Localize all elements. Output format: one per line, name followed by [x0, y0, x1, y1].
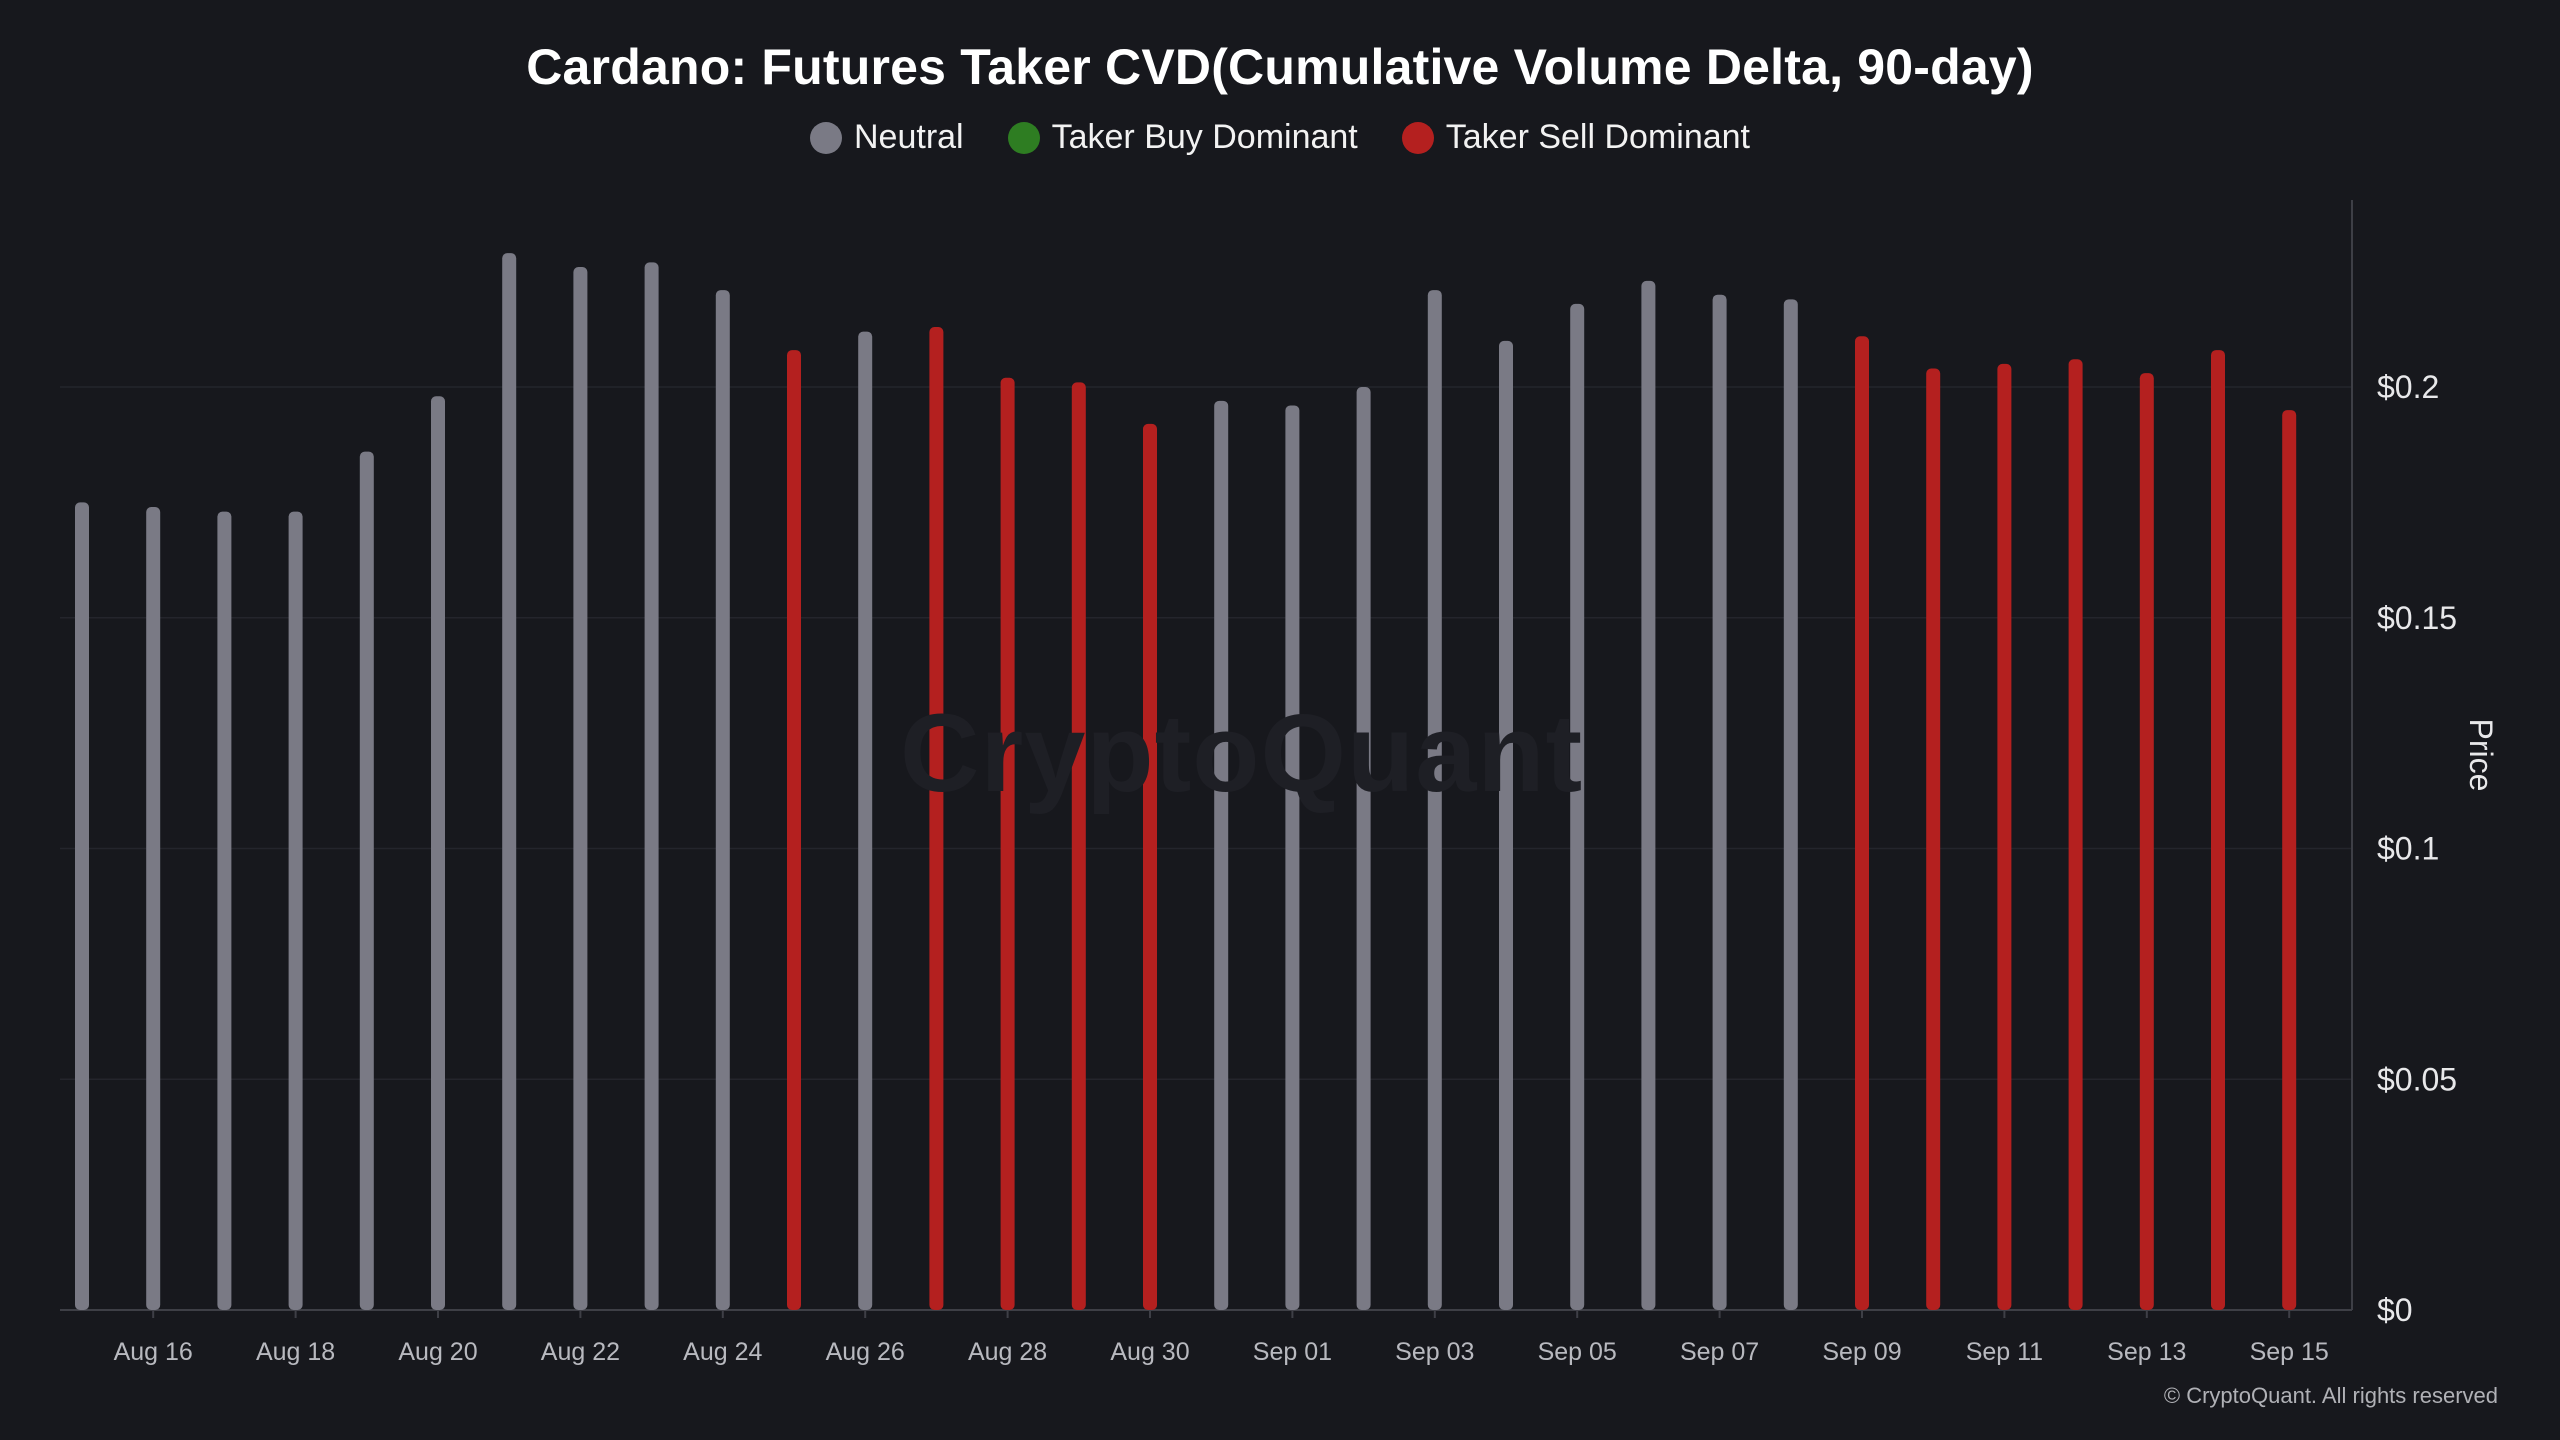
bar-neutral[interactable]: [715, 290, 730, 1311]
y-tick-label: $0.1: [2377, 831, 2439, 867]
bar-taker-sell-dominant[interactable]: [2139, 373, 2154, 1310]
bar-taker-sell-dominant[interactable]: [2282, 410, 2297, 1310]
bar-neutral[interactable]: [146, 506, 161, 1310]
bar-taker-sell-dominant[interactable]: [1855, 336, 1869, 1310]
y-tick-label: $0: [2377, 1292, 2413, 1328]
bar-taker-sell-dominant[interactable]: [2068, 359, 2083, 1310]
x-tick-label: Aug 28: [968, 1338, 1047, 1366]
bar-neutral[interactable]: [1499, 340, 1513, 1311]
legend: Neutral Taker Buy Dominant Taker Sell Do…: [0, 118, 2560, 157]
y-tick-label: $0.2: [2377, 369, 2439, 405]
x-tick-label: Aug 30: [1110, 1338, 1189, 1366]
bar-neutral[interactable]: [1570, 303, 1585, 1310]
y-axis-title: Price: [2463, 719, 2499, 792]
bar-neutral[interactable]: [502, 253, 517, 1310]
bar-neutral[interactable]: [217, 511, 232, 1311]
x-tick-label: Sep 03: [1395, 1338, 1474, 1366]
legend-dot-neutral: [810, 121, 842, 154]
legend-dot-taker-sell-dominant: [1401, 121, 1434, 154]
x-tick-label: Sep 01: [1253, 1338, 1332, 1366]
bar-neutral[interactable]: [75, 502, 89, 1310]
bar-neutral[interactable]: [288, 511, 303, 1311]
x-tick-label: Aug 26: [826, 1338, 905, 1366]
legend-item-taker-sell-dominant[interactable]: Taker Sell Dominant: [1401, 118, 1750, 157]
legend-item-neutral[interactable]: Neutral: [810, 118, 964, 157]
bar-taker-sell-dominant[interactable]: [1997, 363, 2012, 1310]
bar-taker-sell-dominant[interactable]: [1000, 377, 1015, 1310]
bar-neutral[interactable]: [644, 262, 659, 1310]
bar-neutral[interactable]: [431, 396, 445, 1311]
legend-label-taker-sell-dominant: Taker Sell Dominant: [1445, 118, 1750, 156]
bar-neutral[interactable]: [1641, 280, 1656, 1311]
x-tick-label: Aug 16: [114, 1338, 193, 1366]
x-tick-label: Sep 13: [2107, 1338, 2186, 1366]
x-tick-label: Aug 20: [398, 1338, 477, 1366]
legend-item-taker-buy-dominant[interactable]: Taker Buy Dominant: [1007, 118, 1358, 157]
legend-dot-taker-buy-dominant: [1007, 121, 1040, 154]
x-tick-label: Sep 11: [1966, 1338, 2043, 1366]
x-tick-label: Aug 24: [683, 1338, 762, 1366]
bar-neutral[interactable]: [1427, 290, 1442, 1311]
bar-neutral[interactable]: [573, 267, 588, 1310]
bar-neutral[interactable]: [1783, 299, 1798, 1310]
copyright-notice: © CryptoQuant. All rights reserved: [2163, 1383, 2498, 1408]
bar-neutral[interactable]: [1285, 405, 1300, 1311]
x-tick-label: Aug 18: [256, 1338, 335, 1366]
bar-taker-sell-dominant[interactable]: [929, 327, 944, 1310]
bar-neutral[interactable]: [858, 331, 873, 1310]
bar-neutral[interactable]: [1356, 387, 1371, 1310]
x-tick-label: Sep 09: [1822, 1338, 1901, 1366]
x-tick-label: Sep 07: [1680, 1338, 1759, 1366]
bar-taker-sell-dominant[interactable]: [787, 350, 801, 1311]
bar-taker-sell-dominant[interactable]: [1071, 382, 1086, 1310]
legend-label-taker-buy-dominant: Taker Buy Dominant: [1051, 118, 1358, 156]
x-tick-label: Sep 15: [2250, 1338, 2329, 1366]
x-tick-label: Aug 22: [541, 1338, 620, 1366]
bar-neutral[interactable]: [1214, 400, 1229, 1311]
chart-title: Cardano: Futures Taker CVD(Cumulative Vo…: [526, 39, 2034, 95]
bar-taker-sell-dominant[interactable]: [1143, 423, 1157, 1310]
bar-taker-sell-dominant[interactable]: [1926, 368, 1941, 1310]
bar-taker-sell-dominant[interactable]: [2211, 350, 2225, 1311]
y-tick-label: $0.05: [2377, 1061, 2457, 1097]
x-tick-label: Sep 05: [1538, 1338, 1617, 1366]
y-tick-label: $0.15: [2377, 600, 2457, 636]
bar-neutral[interactable]: [359, 451, 374, 1310]
legend-label-neutral: Neutral: [854, 118, 964, 156]
bar-neutral[interactable]: [1712, 294, 1727, 1310]
